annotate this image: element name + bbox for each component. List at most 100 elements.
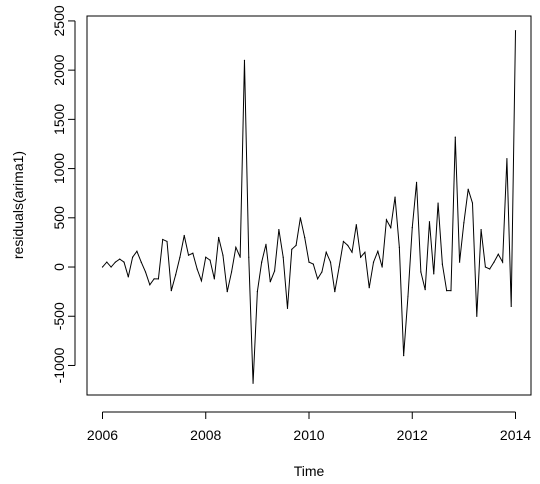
residual-point [200,280,203,282]
residual-point [334,291,336,293]
residual-point [243,59,246,61]
residual-point [476,315,478,317]
residual-point [510,305,512,307]
residual-point [351,251,353,253]
residual-point [321,271,323,273]
x-tick-label: 2010 [293,427,324,443]
residual-point [338,266,340,268]
residual-point [398,246,400,248]
residual-point [187,254,190,256]
y-tick-label: 2000 [51,54,67,85]
residual-point [291,248,293,250]
residual-point [506,158,508,160]
residual-point [364,251,366,253]
residual-point [218,236,220,239]
x-tick-label: 2006 [87,427,118,443]
residual-point [446,290,448,292]
residual-point [347,244,349,246]
residual-point [299,217,301,219]
residual-point [450,290,452,292]
plot-box [86,15,532,396]
residual-point [458,261,461,263]
residual-point [514,30,517,32]
residual-point [484,266,486,268]
residual-point [286,307,289,309]
residual-point [441,263,443,265]
residual-point [149,284,151,286]
residual-point [312,263,314,265]
residual-point [493,261,495,263]
residual-point [132,256,134,258]
residual-point [329,261,332,263]
residual-point [144,271,147,273]
residual-point [106,261,108,263]
residual-point [265,243,267,245]
residual-point [127,276,129,278]
residual-point [394,196,396,198]
residual-point [317,278,319,280]
x-axis-title: Time [294,463,325,479]
residual-point [226,291,228,293]
residual-point [390,227,392,229]
residual-point [415,181,418,183]
residual-point [454,136,456,138]
y-tick-label: 0 [51,263,67,271]
residual-point [239,256,241,258]
y-tick-label: 1500 [51,104,67,135]
residuals-series-line [102,30,517,384]
residual-point [308,261,310,263]
residual-point [273,270,276,272]
residual-point [252,382,254,384]
residual-point [368,287,370,289]
residual-point [428,221,431,223]
residual-point [261,261,263,263]
x-tick-label: 2008 [190,427,221,443]
residual-point [489,268,491,270]
residual-point [480,229,482,231]
residual-point [433,273,435,275]
residual-point [463,222,465,224]
residual-point [153,278,155,280]
residual-point [114,261,116,263]
residual-point [269,281,271,283]
y-tick-label: 500 [51,206,67,230]
residual-point [360,256,362,258]
residual-point [230,271,233,273]
residual-point [355,224,357,226]
residual-point [175,274,177,276]
residual-point [467,188,469,190]
y-tick-label: -1000 [51,347,67,383]
residual-point [278,229,280,231]
residual-point [411,227,413,229]
y-axis: -1000 -500 0 500 1000 1500 2000 2500 [51,5,76,383]
series-layer [101,30,517,384]
residual-point [407,295,409,298]
residual-point [424,289,426,291]
residual-point [192,252,194,254]
y-axis-title: residuals(arima1) [10,151,26,259]
residual-point [437,202,439,204]
residual-point [471,202,474,204]
residual-point [222,254,224,256]
residual-point [196,268,198,270]
residual-point [179,256,181,258]
residual-point [372,261,375,263]
residual-point [381,266,383,268]
residual-point [170,290,172,292]
x-axis: 2006 2008 2010 2012 2014 [87,411,531,443]
residual-point [157,278,160,280]
residual-point [209,259,211,261]
residual-point [140,261,142,263]
residual-point [162,238,164,241]
residual-point [136,250,138,252]
residual-point [325,251,327,253]
residual-point [295,244,297,246]
residual-point [119,258,121,260]
residual-point [248,256,250,258]
residual-point [256,291,258,293]
y-tick-label: -500 [51,302,67,330]
residual-point [235,246,237,248]
residual-point [205,256,207,258]
residual-point [166,240,168,243]
